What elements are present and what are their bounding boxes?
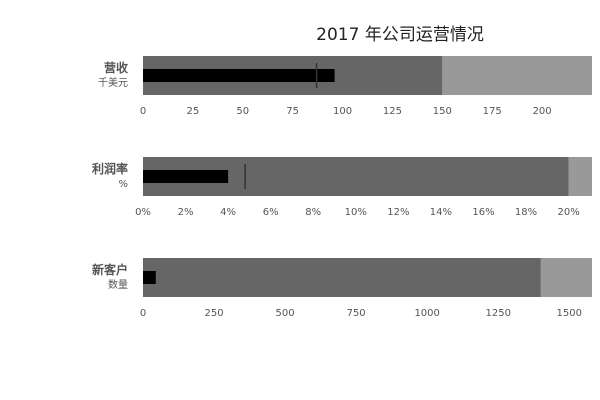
axis-tick-label: 25 (187, 106, 200, 117)
axis-tick-label: 4% (220, 207, 236, 218)
axis-tick-label: 250 (204, 308, 223, 319)
bullet-label: 新客户 (92, 262, 128, 277)
axis-tick-label: 8% (305, 207, 321, 218)
axis-tick-label: 0 (140, 106, 146, 117)
axis-tick-label: 50 (236, 106, 249, 117)
axis-tick-label: 6% (263, 207, 279, 218)
bullet-range (540, 258, 592, 297)
axis-tick-label: 0% (135, 207, 151, 218)
chart-title: 2017 年公司运营情况 (316, 25, 484, 45)
bullet-range (143, 258, 541, 297)
axis-tick-label: 1000 (414, 308, 439, 319)
axis-tick-label: 75 (286, 106, 299, 117)
axis-tick-label: 2% (178, 207, 194, 218)
bullet-range (442, 56, 592, 95)
axis-tick-label: 1250 (485, 308, 510, 319)
bullet-label: 营收 (104, 60, 128, 75)
axis-tick-label: 16% (472, 207, 494, 218)
bullet-measure-bar (143, 69, 335, 82)
bullet-sublabel: 数量 (108, 278, 128, 291)
axis-tick-label: 500 (276, 308, 295, 319)
axis-tick-label: 10% (345, 207, 367, 218)
axis-tick-label: 750 (347, 308, 366, 319)
axis-tick-label: 20% (557, 207, 579, 218)
bullet-label: 利润率 (92, 161, 128, 176)
bullet-row: 利润率% 0% 2% 4% 6% 8% 10% 12% 14% 16% 18% 20% (92, 157, 592, 218)
bullet-range (568, 157, 592, 196)
bullet-measure-bar (143, 170, 229, 183)
axis-tick-label: 125 (383, 106, 402, 117)
axis-tick-label: 100 (333, 106, 352, 117)
axis-tick-label: 14% (430, 207, 452, 218)
axis-tick-label: 18% (515, 207, 537, 218)
axis-tick-label: 150 (433, 106, 452, 117)
axis-tick-label: 12% (387, 207, 409, 218)
bullet-sublabel: 千美元 (98, 76, 128, 89)
bullet-measure-bar (143, 271, 156, 284)
axis-tick-label: 200 (533, 106, 552, 117)
bullet-sublabel: % (118, 179, 128, 190)
axis-tick-label: 175 (483, 106, 502, 117)
axis-tick-label: 0 (140, 308, 146, 319)
axis-tick-label: 1500 (557, 308, 582, 319)
